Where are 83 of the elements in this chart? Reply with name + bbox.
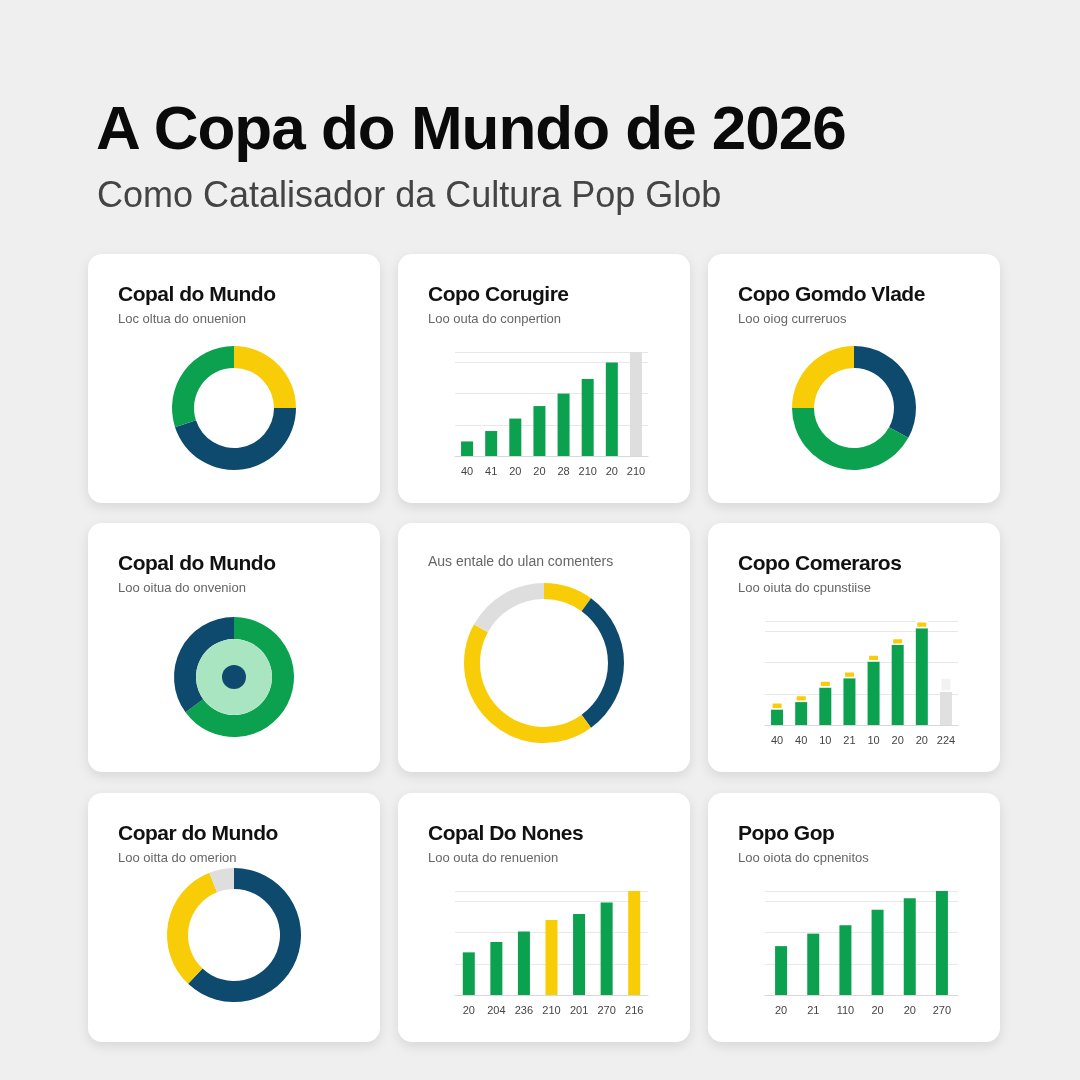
chart-title: Copal Do Nones [428, 821, 584, 845]
bar [795, 694, 808, 703]
x-tick-label: 40 [795, 733, 808, 746]
bar [891, 637, 904, 645]
bar [509, 418, 522, 456]
bar [775, 946, 788, 995]
x-tick-label: 110 [836, 1003, 855, 1016]
bar [605, 362, 618, 456]
bar [939, 677, 952, 692]
x-tick-label: 40 [770, 733, 784, 746]
bar [628, 891, 641, 995]
bar [517, 931, 530, 995]
text: Como Catalisador da Cultura Pop Glob [97, 174, 722, 216]
bar [533, 406, 546, 456]
x-tick-label: 20 [915, 733, 928, 746]
x-tick-label: 210 [626, 464, 646, 477]
chart-title: Copar do Mundo [118, 821, 278, 845]
bar [935, 891, 948, 995]
x-tick-label: 28 [557, 464, 570, 477]
chart-subtitle: Loo outa do renuenion [428, 850, 559, 865]
chart-title: Copal do Mundo [118, 551, 276, 575]
x-tick-label: 10 [867, 733, 880, 746]
x-tick-label: 21 [807, 1003, 820, 1016]
bar [903, 898, 916, 995]
x-tick-label: 20 [871, 1003, 884, 1016]
bar [795, 702, 808, 725]
x-tick-label: 20 [774, 1003, 788, 1016]
x-tick-label: 20 [533, 464, 546, 477]
bar [843, 678, 856, 725]
bar [490, 941, 503, 995]
bar [771, 709, 784, 725]
chart-subtitle: Loo oitta do omerion [118, 850, 237, 865]
bar [545, 920, 558, 995]
bar [915, 621, 928, 629]
bar [462, 952, 475, 995]
x-tick-label: 20 [462, 1003, 475, 1016]
chart-subtitle: Loo oiuta do cpunstiise [738, 580, 871, 595]
x-tick-label: 41 [485, 464, 498, 477]
bar [461, 441, 474, 456]
bar [915, 628, 928, 725]
bar [807, 933, 820, 995]
bar [867, 661, 880, 725]
x-tick-label: 236 [514, 1003, 534, 1016]
chart-title: Copo Gomdo Vlade [738, 282, 925, 306]
bar [839, 925, 852, 995]
bar [843, 670, 856, 679]
x-tick-label: 21 [843, 733, 856, 746]
x-tick-label: 20 [509, 464, 522, 477]
bar [819, 680, 832, 688]
x-tick-label: 201 [569, 1003, 589, 1016]
chart-title: Copo Corugire [428, 282, 569, 306]
chart-subtitle: Loo oiog curreruos [738, 311, 847, 326]
x-tick-label: 224 [936, 733, 956, 746]
bar [485, 431, 498, 456]
chart-title: Popo Gop [738, 821, 835, 845]
x-tick-label: 40 [460, 464, 474, 477]
bar [867, 654, 880, 662]
x-tick-label: 204 [487, 1003, 506, 1016]
x-tick-label: 210 [578, 464, 597, 477]
bar [600, 902, 613, 995]
x-tick-label: 20 [891, 733, 904, 746]
chart-title: Copo Comeraros [738, 551, 902, 575]
bar [573, 913, 586, 995]
bar [819, 687, 832, 725]
text: A Copa do Mundo de 2026 [96, 92, 846, 163]
x-tick-label: 216 [625, 1003, 644, 1016]
x-tick-label: 210 [542, 1003, 561, 1016]
bar [771, 702, 784, 710]
chart-subtitle: Loc oltua do onuenion [118, 311, 246, 326]
chart-subtitle: Loo outa do conpertion [428, 311, 561, 326]
bar [581, 379, 594, 456]
bar [557, 393, 570, 456]
x-tick-label: 270 [597, 1003, 616, 1016]
x-tick-label: 270 [932, 1003, 952, 1016]
chart-title: Copal do Mundo [118, 282, 276, 306]
chart-subtitle: Loo oiota do cpnenitos [738, 850, 869, 865]
bar [871, 909, 884, 995]
x-tick-label: 20 [605, 464, 618, 477]
x-tick-label: 20 [903, 1003, 916, 1016]
chart-subtitle: Aus entale do ulan comenters [428, 553, 614, 569]
chart-subtitle: Loo oitua do onvenion [118, 580, 246, 595]
x-tick-label: 10 [819, 733, 832, 746]
bar [891, 644, 904, 725]
